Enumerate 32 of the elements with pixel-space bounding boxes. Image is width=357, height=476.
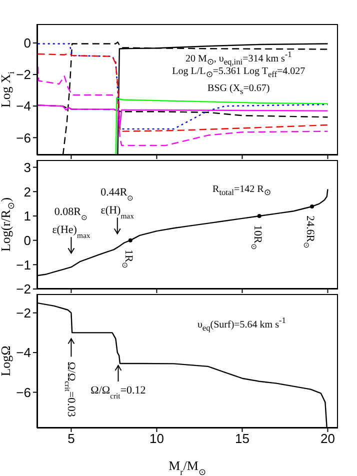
y-tick-label: 0: [24, 36, 31, 51]
y-tick-label: 3: [24, 160, 31, 175]
y-tick-label: −4: [16, 98, 31, 114]
annotation: 0.08R$_{⊙}$ ε(He)$_{max}$: [52, 206, 90, 240]
x-tick-label: 10: [149, 431, 164, 446]
y-tick-label: −6: [16, 130, 31, 146]
line-series: [115, 98, 328, 155]
y-tick-label: −2: [16, 67, 31, 82]
y-tick-label: 2: [24, 184, 31, 200]
annotation: R$_{total}$=142 R$_{⊙}$: [212, 184, 272, 200]
point: [310, 204, 314, 208]
annotation: 0.44R$_{⊙}$ ε(H)$_{max}$: [100, 186, 134, 220]
annotation: 20 M$_{⊙}$, υ$_{eq,ini}$=314 km s$^{-1}$: [185, 50, 292, 66]
y-tick-label: −2: [16, 305, 31, 320]
y-tick-label: −1: [16, 257, 31, 272]
annotation: Log L/L$_{⊙}$=5.361 Log T$_{eff}$=4.027: [171, 66, 306, 81]
y-axis-title: LogΩ: [0, 346, 13, 376]
y-tick-label: −2: [16, 282, 31, 297]
point: [257, 214, 262, 218]
x-tick-label: 15: [234, 431, 250, 446]
y-tick-label: 0: [24, 232, 31, 248]
x-tick-label: 20: [320, 431, 335, 446]
annotation: BSG (X$_{s}$=0.67): [206, 82, 271, 98]
line-series: [37, 66, 328, 146]
annotation: Ω/Ω$_{crit}$=0.12: [90, 384, 146, 400]
x-tick-label: 5: [68, 431, 75, 446]
y-tick-label: −6: [16, 384, 31, 400]
annotation: υ$_{eq}$(Surf)=5.64 km s$^{-1}$: [196, 315, 287, 335]
y-tick-label: −4: [16, 345, 31, 360]
point: [128, 238, 132, 242]
x-axis-title: M$_{r}$/M$_{⊙}$: [168, 458, 206, 476]
y-tick-label: 1: [24, 208, 31, 224]
